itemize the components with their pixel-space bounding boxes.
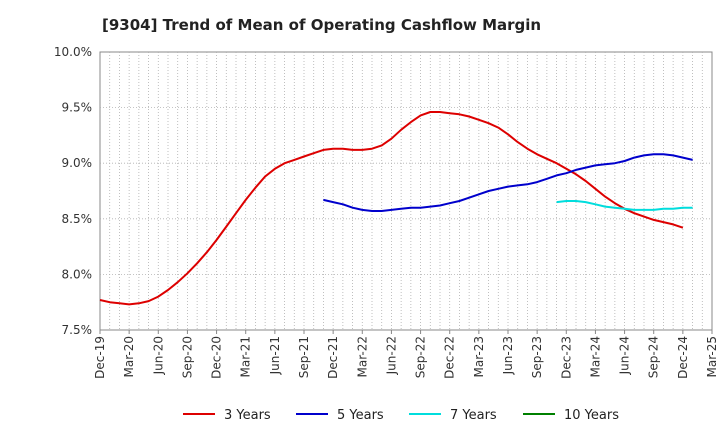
series-line bbox=[323, 153, 693, 212]
y-tick-label: 7.5% bbox=[62, 323, 93, 337]
y-tick-label: 10.0% bbox=[54, 45, 92, 59]
series-line bbox=[556, 200, 693, 211]
y-tick-label: 9.5% bbox=[62, 101, 93, 115]
x-tick-label: Sep-20 bbox=[180, 336, 194, 378]
y-tick-label: 8.5% bbox=[62, 212, 93, 226]
x-tick-label: Dec-24 bbox=[676, 336, 690, 379]
x-tick-label: Sep-22 bbox=[414, 336, 428, 378]
x-tick-label: Mar-23 bbox=[472, 336, 486, 377]
x-axis: Dec-19 Mar-20 Jun-20 Sep-20 Dec-20 Mar-21 Jun-… bbox=[93, 330, 719, 379]
x-tick-label: Jun-20 bbox=[151, 336, 165, 375]
x-tick-label: Sep-24 bbox=[647, 336, 661, 378]
x-tick-label: Sep-23 bbox=[530, 336, 544, 378]
legend-label: 10 Years bbox=[564, 408, 619, 423]
x-tick-label: Dec-19 bbox=[93, 336, 107, 379]
plot-frame bbox=[99, 51, 713, 331]
y-axis: 7.5% 8.0% 8.5% 9.0% 9.5% 10.0% bbox=[54, 45, 92, 337]
x-tick-label: Dec-22 bbox=[443, 336, 457, 379]
legend: 3 Years 5 Years 7 Years 10 Years bbox=[183, 408, 619, 423]
x-tick-label: Mar-21 bbox=[239, 336, 253, 377]
series-lines bbox=[99, 111, 693, 306]
x-tick-label: Dec-20 bbox=[210, 336, 224, 379]
x-tick-label: Dec-21 bbox=[326, 336, 340, 379]
x-tick-label: Mar-20 bbox=[122, 336, 136, 377]
grid-lines bbox=[100, 52, 712, 330]
x-tick-label: Jun-24 bbox=[618, 336, 632, 375]
y-tick-label: 8.0% bbox=[62, 267, 93, 281]
x-tick-label: Jun-23 bbox=[501, 336, 515, 375]
legend-label: 3 Years bbox=[224, 408, 271, 423]
plot-area bbox=[99, 51, 713, 331]
legend-label: 5 Years bbox=[337, 408, 384, 423]
series-line bbox=[99, 111, 684, 306]
x-tick-label: Mar-25 bbox=[705, 336, 719, 377]
x-tick-label: Sep-21 bbox=[297, 336, 311, 378]
x-tick-label: Mar-24 bbox=[588, 336, 602, 377]
x-tick-label: Jun-21 bbox=[268, 336, 282, 375]
chart-title: [9304] Trend of Mean of Operating Cashfl… bbox=[102, 16, 541, 34]
y-tick-label: 9.0% bbox=[62, 156, 93, 170]
x-tick-label: Mar-22 bbox=[355, 336, 369, 377]
x-tick-label: Dec-23 bbox=[559, 336, 573, 379]
x-tick-label: Jun-22 bbox=[384, 336, 398, 375]
legend-label: 7 Years bbox=[450, 408, 497, 423]
